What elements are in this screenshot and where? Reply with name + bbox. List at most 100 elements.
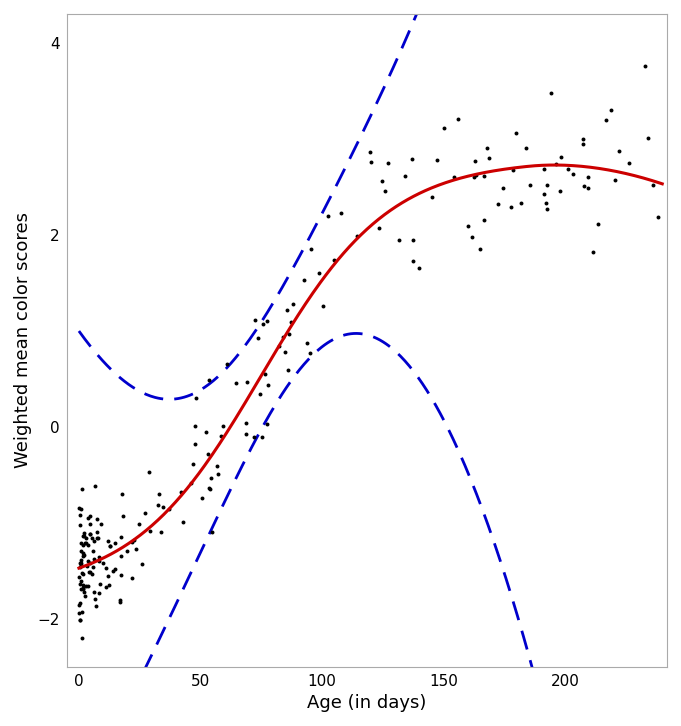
Point	[187, 457, 198, 469]
Point	[541, 179, 552, 191]
Point	[153, 489, 164, 500]
Point	[89, 587, 99, 598]
Point	[89, 592, 100, 604]
Point	[74, 614, 85, 626]
Point	[157, 502, 168, 513]
Point	[196, 492, 207, 503]
Point	[507, 165, 518, 176]
Point	[469, 155, 480, 166]
Point	[93, 587, 104, 598]
Point	[648, 179, 659, 191]
Point	[463, 221, 474, 232]
Point	[98, 558, 109, 569]
Point	[282, 303, 293, 315]
Point	[408, 234, 419, 245]
Point	[304, 348, 315, 359]
Point	[274, 340, 285, 351]
Point	[449, 171, 460, 183]
Point	[74, 502, 85, 514]
Point	[134, 518, 145, 530]
Point	[288, 298, 299, 309]
Point	[75, 597, 86, 609]
Point	[78, 547, 89, 559]
Point	[206, 473, 217, 484]
Point	[563, 163, 573, 175]
Point	[439, 123, 449, 134]
Point	[83, 539, 94, 550]
Point	[329, 254, 340, 266]
Point	[78, 586, 89, 597]
Point	[301, 338, 312, 349]
Point	[85, 510, 96, 522]
Point	[87, 545, 98, 557]
Point	[222, 358, 233, 370]
Point	[583, 171, 594, 183]
Point	[614, 145, 625, 157]
Point	[475, 243, 486, 255]
Point	[78, 579, 89, 590]
Point	[593, 218, 604, 229]
Point	[556, 152, 567, 163]
Point	[153, 499, 163, 511]
Point	[217, 420, 228, 432]
Point	[204, 374, 215, 386]
Point	[74, 578, 85, 590]
Point	[74, 680, 84, 692]
Point	[286, 316, 297, 327]
Point	[74, 600, 84, 611]
Point	[283, 364, 294, 376]
Point	[623, 157, 634, 168]
Point	[83, 566, 94, 578]
Point	[373, 222, 384, 234]
Point	[156, 526, 167, 537]
Point	[471, 170, 482, 182]
Point	[76, 567, 87, 579]
Point	[601, 114, 612, 126]
Point	[431, 154, 442, 166]
Point	[115, 595, 126, 606]
Point	[86, 532, 97, 544]
Point	[92, 532, 103, 544]
Point	[249, 431, 259, 442]
Point	[189, 420, 200, 432]
Point	[118, 510, 129, 521]
Point	[249, 314, 260, 325]
Point	[84, 566, 95, 578]
Point	[335, 208, 346, 219]
Point	[176, 486, 187, 498]
Point	[76, 555, 86, 566]
Point	[74, 510, 85, 521]
Point	[493, 199, 504, 211]
Point	[76, 584, 86, 595]
Point	[212, 468, 223, 480]
Point	[95, 579, 106, 590]
Point	[240, 417, 251, 428]
Point	[108, 566, 118, 577]
Point	[377, 175, 387, 187]
Point	[203, 448, 214, 460]
Point	[541, 197, 552, 208]
Point	[104, 579, 114, 591]
Point	[364, 146, 375, 158]
Point	[104, 540, 115, 552]
Point	[91, 513, 102, 525]
Point	[82, 560, 93, 571]
Point	[79, 528, 90, 539]
Point	[541, 203, 552, 215]
Point	[605, 105, 616, 116]
Point	[79, 549, 90, 560]
Point	[104, 540, 115, 552]
Point	[81, 537, 92, 549]
Point	[90, 600, 101, 612]
Point	[280, 346, 291, 358]
Point	[262, 316, 272, 327]
Point	[77, 539, 88, 551]
Point	[80, 590, 91, 602]
Point	[115, 569, 126, 581]
Point	[84, 529, 95, 540]
Point	[85, 557, 96, 568]
Point	[78, 582, 89, 594]
Point	[74, 558, 85, 569]
Point	[84, 528, 95, 539]
Point	[230, 378, 241, 389]
